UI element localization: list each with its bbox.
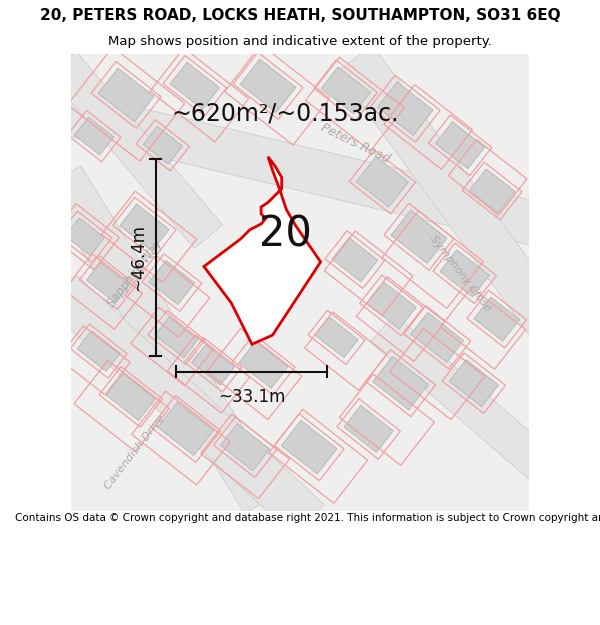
- Polygon shape: [98, 68, 154, 122]
- Polygon shape: [77, 331, 120, 371]
- Polygon shape: [120, 204, 169, 251]
- Polygon shape: [391, 210, 447, 264]
- Polygon shape: [155, 317, 198, 357]
- Polygon shape: [43, 166, 282, 514]
- Polygon shape: [373, 356, 428, 410]
- Polygon shape: [204, 157, 320, 344]
- Text: Contains OS data © Crown copyright and database right 2021. This information is : Contains OS data © Crown copyright and d…: [15, 514, 600, 524]
- Polygon shape: [240, 59, 296, 112]
- Polygon shape: [474, 297, 520, 341]
- Polygon shape: [344, 406, 393, 452]
- Text: 20: 20: [259, 213, 311, 255]
- Text: ~33.1m: ~33.1m: [218, 388, 286, 406]
- Text: 20, PETERS ROAD, LOCKS HEATH, SOUTHAMPTON, SO31 6EQ: 20, PETERS ROAD, LOCKS HEATH, SOUTHAMPTO…: [40, 8, 560, 22]
- Polygon shape: [377, 82, 433, 136]
- Polygon shape: [143, 126, 182, 164]
- Polygon shape: [86, 262, 130, 302]
- Polygon shape: [220, 424, 270, 471]
- Text: ~46.4m: ~46.4m: [130, 224, 148, 291]
- Polygon shape: [106, 373, 155, 421]
- Polygon shape: [411, 312, 464, 362]
- Text: Cavendish Drive: Cavendish Drive: [103, 412, 167, 491]
- Polygon shape: [337, 46, 569, 341]
- Polygon shape: [149, 261, 195, 304]
- Polygon shape: [356, 156, 409, 207]
- Polygon shape: [370, 314, 563, 489]
- Polygon shape: [65, 218, 104, 256]
- Polygon shape: [239, 341, 288, 388]
- Polygon shape: [469, 169, 515, 213]
- Text: Map shows position and indicative extent of the property.: Map shows position and indicative extent…: [108, 36, 492, 48]
- Polygon shape: [47, 276, 324, 536]
- Polygon shape: [367, 282, 416, 329]
- Polygon shape: [43, 88, 557, 249]
- Text: Symphony Close: Symphony Close: [428, 234, 493, 313]
- Polygon shape: [170, 62, 220, 109]
- Polygon shape: [440, 250, 490, 297]
- Polygon shape: [191, 344, 235, 385]
- Polygon shape: [74, 118, 114, 155]
- Text: Peters Road: Peters Road: [318, 121, 392, 165]
- Polygon shape: [315, 317, 358, 357]
- Polygon shape: [332, 238, 378, 282]
- Polygon shape: [158, 402, 214, 456]
- Text: Sapphire Way: Sapphire Way: [105, 238, 166, 309]
- Polygon shape: [48, 51, 223, 249]
- Polygon shape: [449, 359, 499, 407]
- Polygon shape: [281, 421, 337, 474]
- Polygon shape: [321, 67, 370, 114]
- Polygon shape: [436, 122, 485, 169]
- Text: ~620m²/~0.153ac.: ~620m²/~0.153ac.: [172, 101, 400, 125]
